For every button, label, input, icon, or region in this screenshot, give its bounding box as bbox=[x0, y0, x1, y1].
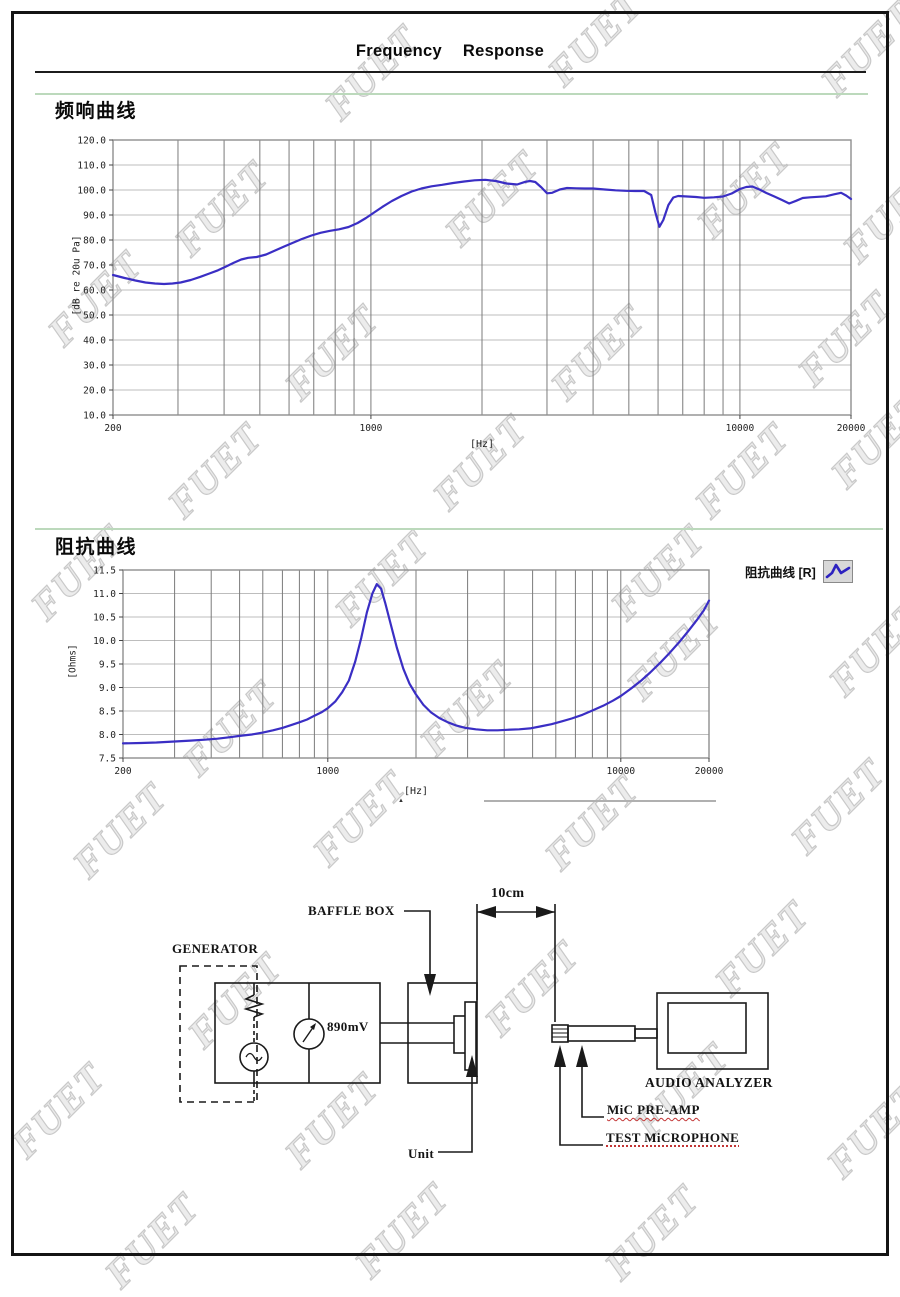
resistor-symbol bbox=[243, 994, 265, 1018]
voltmeter-needle-tip bbox=[310, 1023, 316, 1030]
x-tick-label: 10000 bbox=[726, 423, 755, 434]
x-tick-label: 200 bbox=[104, 423, 121, 434]
x-tick-label: 20000 bbox=[695, 766, 724, 777]
y-tick-label: 110.0 bbox=[77, 161, 106, 172]
speaker-wires bbox=[380, 1022, 454, 1044]
x-tick-label: 1000 bbox=[359, 423, 382, 434]
y-tick-label: 30.0 bbox=[83, 361, 106, 372]
data-curve bbox=[111, 178, 853, 286]
mic-preamp-label: MiC PRE-AMP bbox=[607, 1102, 700, 1117]
y-tick-label: 10.0 bbox=[93, 636, 116, 647]
x-tick-label: 1000 bbox=[316, 766, 339, 777]
y-tick-label: 100.0 bbox=[77, 186, 106, 197]
voltmeter-needle bbox=[302, 1025, 315, 1043]
generator-label: GENERATOR bbox=[172, 941, 259, 956]
x-tick-label: 20000 bbox=[837, 423, 866, 434]
unit-label: Unit bbox=[408, 1146, 435, 1161]
sine-glyph bbox=[245, 1052, 263, 1062]
y-tick-label: 20.0 bbox=[83, 386, 106, 397]
title-rule bbox=[35, 71, 866, 73]
baffle-box bbox=[407, 982, 478, 1084]
y-tick-label: 10.5 bbox=[93, 613, 116, 624]
unit-arrowhead bbox=[466, 1055, 478, 1077]
impedance-legend-label: 阻抗曲线 [R] bbox=[745, 566, 816, 580]
data-curve bbox=[121, 582, 711, 745]
dimension-arrow-right bbox=[536, 906, 555, 918]
mic-preamp-pointer-line bbox=[581, 1058, 604, 1118]
impedance-legend: 阻抗曲线 [R] bbox=[745, 560, 853, 583]
mic-preamp-arrowhead bbox=[576, 1045, 588, 1067]
impedance-chart-x-axis-title: [Hz] bbox=[403, 786, 429, 797]
x-tick-label: 200 bbox=[114, 766, 131, 777]
caret-mark: ▲ bbox=[398, 798, 404, 804]
y-tick-label: 80.0 bbox=[83, 236, 106, 247]
dimension-lines bbox=[476, 904, 556, 1022]
y-tick-label: 8.5 bbox=[99, 707, 116, 718]
generator-box bbox=[214, 982, 381, 1084]
microphone-connector bbox=[634, 1028, 658, 1039]
unit-pointer-line bbox=[438, 1075, 473, 1153]
section-heading-frequency: 频响曲线 bbox=[55, 101, 138, 122]
frequency-chart-y-axis-title: [dB re 20u Pa] bbox=[71, 235, 83, 316]
y-tick-label: 11.5 bbox=[93, 566, 116, 577]
y-tick-label: 7.5 bbox=[99, 754, 116, 765]
test-microphone-arrowhead bbox=[554, 1045, 566, 1067]
y-tick-label: 10.0 bbox=[83, 411, 106, 422]
y-tick-label: 9.5 bbox=[99, 660, 116, 671]
y-tick-label: 60.0 bbox=[83, 286, 106, 297]
voltmeter-symbol bbox=[293, 1018, 325, 1050]
dimension-arrow-left bbox=[477, 906, 496, 918]
microphone-body bbox=[567, 1025, 636, 1042]
voltage-label: 890mV bbox=[327, 1019, 369, 1034]
impedance-chart-y-axis-title: [Ohms] bbox=[67, 644, 79, 679]
plot-frame bbox=[112, 139, 852, 416]
section-rule-impedance bbox=[35, 528, 883, 530]
microphone-tip-hatch bbox=[552, 1028, 568, 1038]
distance-label: 10cm bbox=[491, 886, 525, 901]
baffle-box-pointer-line bbox=[404, 910, 431, 975]
y-tick-label: 40.0 bbox=[83, 336, 106, 347]
impedance-legend-curve-icon bbox=[822, 560, 853, 583]
test-microphone-pointer-line bbox=[559, 1058, 603, 1146]
divider-line bbox=[484, 800, 716, 802]
y-tick-label: 90.0 bbox=[83, 211, 106, 222]
y-tick-label: 50.0 bbox=[83, 311, 106, 322]
speaker-front-plate bbox=[464, 1001, 477, 1071]
y-tick-label: 70.0 bbox=[83, 261, 106, 272]
frequency-chart-x-axis-title: [Hz] bbox=[469, 439, 495, 450]
page-title: Frequency Response bbox=[355, 42, 545, 60]
audio-analyzer-screen bbox=[667, 1002, 747, 1054]
frequency-response-chart: 120.0 110.0 100.0 90.0 80.0 70.0 60.0 50.0 40.0 3… bbox=[77, 136, 866, 435]
audio-analyzer-box bbox=[656, 992, 769, 1070]
audio-analyzer-label: AUDIO ANALYZER bbox=[645, 1075, 773, 1090]
y-tick-label: 120.0 bbox=[77, 136, 106, 147]
section-heading-impedance: 阻抗曲线 bbox=[55, 537, 138, 558]
baffle-box-label: BAFFLE BOX bbox=[308, 903, 395, 918]
y-tick-label: 11.0 bbox=[93, 589, 116, 600]
x-tick-label: 10000 bbox=[606, 766, 635, 777]
test-setup-diagram bbox=[179, 904, 769, 1153]
baffle-box-arrowhead bbox=[424, 974, 436, 996]
test-microphone-label: TEST MiCROPHONE bbox=[606, 1130, 740, 1145]
y-tick-label: 8.0 bbox=[99, 730, 116, 741]
y-tick-label: 9.0 bbox=[99, 683, 116, 694]
generator-dashed-box bbox=[179, 965, 258, 1103]
section-rule-frequency bbox=[35, 93, 868, 95]
